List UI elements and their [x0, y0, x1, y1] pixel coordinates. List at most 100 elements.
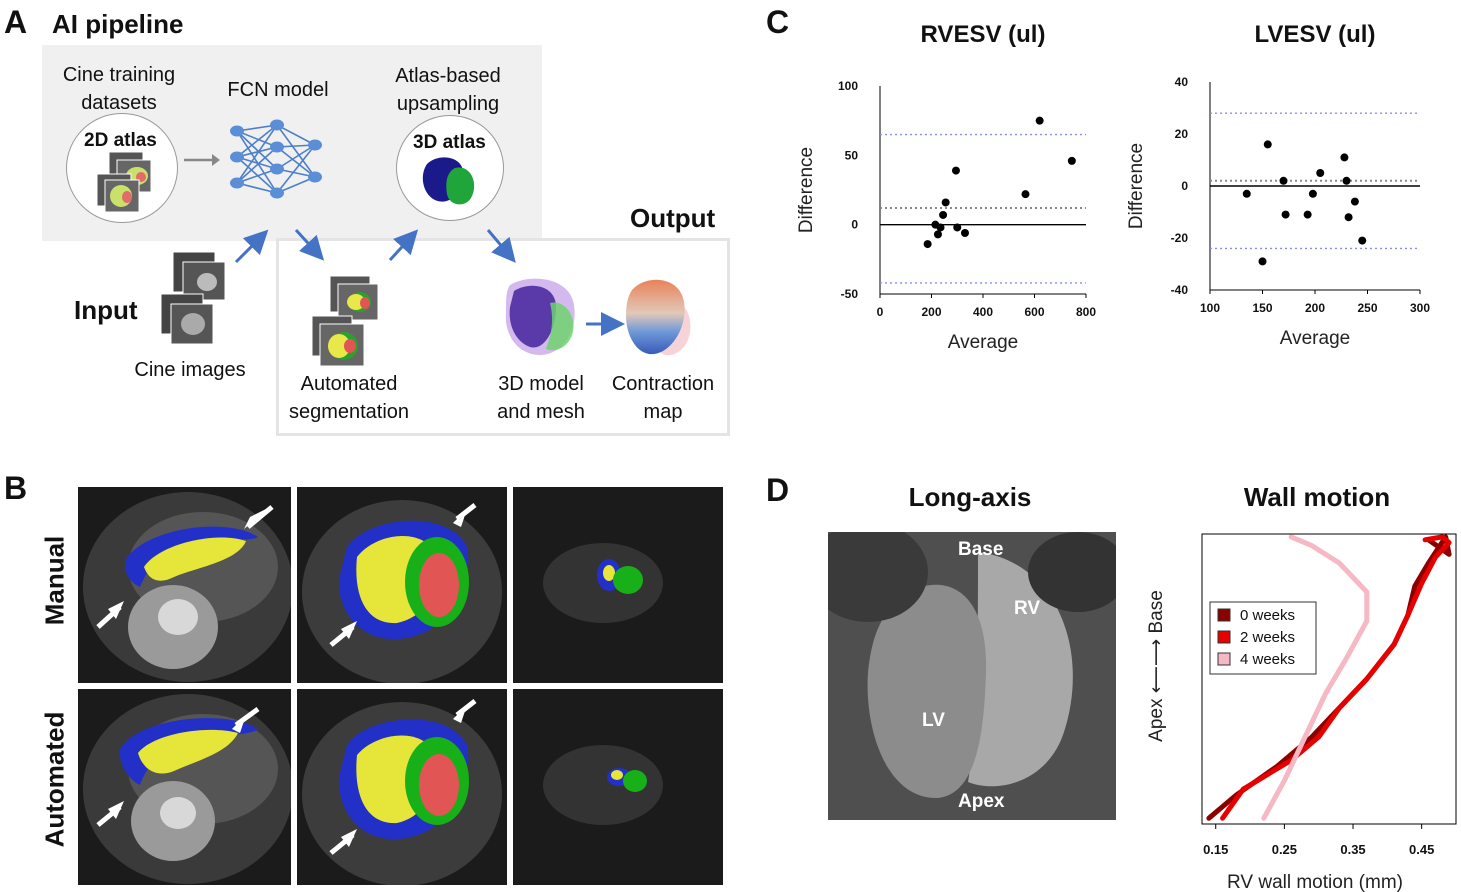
legend-swatch-1: [1217, 630, 1231, 644]
data-point: [1342, 176, 1351, 185]
x-tick-label: 0.35: [1340, 842, 1365, 857]
data-point: [1279, 176, 1288, 185]
arrow-seg-to-atlas: [388, 229, 419, 262]
panel-a-letter: A: [4, 4, 28, 40]
data-point: [939, 210, 948, 219]
data-point: [941, 198, 950, 207]
data-point: [1258, 257, 1267, 266]
contraction-map-icon: [626, 279, 691, 356]
fcn-model-label: FCN model: [227, 79, 329, 101]
3d-model-icon: [505, 278, 575, 355]
y-tick-label: -50: [841, 287, 859, 301]
x-tick-label: 250: [1357, 301, 1377, 315]
mri-manual-2: [297, 487, 507, 683]
atlas-2d-stack-icon: [96, 152, 152, 213]
legend-label-1: 2 weeks: [1240, 629, 1295, 646]
y-tick-label: 20: [1175, 127, 1189, 141]
x-tick-label: 200: [921, 305, 941, 319]
output-title: Output: [630, 203, 716, 233]
y-tick-label: -20: [1171, 231, 1189, 245]
y-tick-label: 0: [851, 218, 858, 232]
data-point: [1350, 197, 1359, 206]
x-tick-label: 600: [1024, 305, 1044, 319]
x-axis-label-lv: Average: [1280, 328, 1350, 349]
y-tick-label: 40: [1175, 75, 1189, 89]
y-tick-label: 50: [845, 148, 859, 162]
data-point: [953, 223, 962, 232]
data-point: [1316, 169, 1325, 177]
atlas-3d-circle: 3D atlas: [396, 115, 504, 221]
long-axis-image: Base RV LV Apex: [828, 532, 1116, 820]
x-tick-label: 0.45: [1409, 842, 1434, 857]
x-tick-label: 400: [973, 305, 993, 319]
row-label-manual: Manual: [39, 535, 70, 626]
plot-frame: [1201, 533, 1457, 825]
panel-d-letter: D: [766, 472, 790, 508]
panel-c-letter: C: [766, 4, 790, 40]
legend-label-2: 4 weeks: [1240, 651, 1295, 668]
data-point: [1263, 140, 1272, 149]
data-point: [1308, 189, 1317, 198]
chart-title-lv: LVESV (ul): [1255, 21, 1376, 48]
y-axis-label-rv: Difference: [796, 147, 817, 233]
rvesv-chart: RVESV (ul) 100 50 0 -50 0 200 400 600 800 Average D…: [796, 21, 1096, 353]
panel-a-title: AI pipeline: [52, 9, 184, 39]
x-axis-label-wm: RV wall motion (mm): [1227, 872, 1403, 892]
cine-images-icon: [160, 251, 226, 345]
panel-b-letter: B: [4, 470, 28, 506]
input-title: Input: [74, 295, 138, 325]
x-tick-label: 800: [1076, 305, 1096, 319]
x-tick-label: 150: [1252, 301, 1272, 315]
long-axis-title: Long-axis: [908, 482, 1032, 512]
x-tick-label: 0.25: [1272, 842, 1297, 857]
pipeline-arrows: [234, 228, 625, 336]
chart-title-rv: RVESV (ul): [921, 21, 1046, 48]
data-point: [1067, 156, 1076, 165]
atlas-3d-label: 3D atlas: [413, 132, 486, 153]
x-tick-label: 0: [877, 305, 884, 319]
data-point: [951, 166, 960, 175]
label-lv: LV: [922, 710, 945, 731]
3d-model-mesh-label: 3D model and mesh: [497, 373, 585, 423]
legend-swatch-0: [1217, 608, 1231, 622]
wall-motion-title: Wall motion: [1243, 482, 1391, 512]
gray-arrow: [184, 154, 220, 166]
y-axis-label-wm: Apex ⟵⟶ Base: [1146, 590, 1167, 742]
mri-auto-3: [513, 689, 723, 885]
data-point: [936, 223, 945, 232]
legend-swatch-2: [1217, 652, 1231, 666]
x-tick-label: 200: [1305, 301, 1325, 315]
y-tick-label: 0: [1181, 179, 1188, 193]
data-point: [1021, 190, 1030, 199]
data-point: [923, 240, 932, 249]
mri-auto-1: [78, 689, 291, 885]
cine-images-label: Cine images: [134, 359, 246, 381]
label-base: Base: [958, 539, 1004, 560]
data-point: [1358, 236, 1367, 245]
mri-manual-1: [78, 487, 291, 683]
y-axis-label-lv: Difference: [1126, 143, 1147, 229]
atlas-upsampling-label: Atlas-based upsampling: [395, 65, 501, 115]
data-point: [1303, 210, 1312, 219]
data-point: [960, 228, 969, 237]
atlas-3d-heart-icon: [422, 157, 475, 205]
atlas-2d-label: 2D atlas: [84, 130, 157, 151]
data-point: [1035, 116, 1044, 125]
segmentation-stack-icon: [311, 275, 379, 367]
series-line-1: [1220, 534, 1452, 821]
row-label-automated: Automated: [39, 711, 70, 848]
x-tick-label: 0.15: [1203, 842, 1228, 857]
label-rv: RV: [1014, 598, 1041, 619]
mri-manual-3: [513, 487, 723, 683]
fcn-network-icon: [230, 119, 322, 199]
label-apex: Apex: [958, 791, 1005, 812]
y-tick-label: -40: [1171, 283, 1189, 297]
x-axis-label-rv: Average: [948, 332, 1018, 353]
y-tick-label: 100: [838, 79, 858, 93]
automated-segmentation-label: Automated segmentation: [288, 373, 410, 423]
arrow-atlas-to-model: [486, 229, 516, 263]
data-point: [1344, 213, 1353, 222]
x-tick-label: 300: [1410, 301, 1430, 315]
atlas-2d-circle: 2D atlas: [66, 113, 178, 223]
